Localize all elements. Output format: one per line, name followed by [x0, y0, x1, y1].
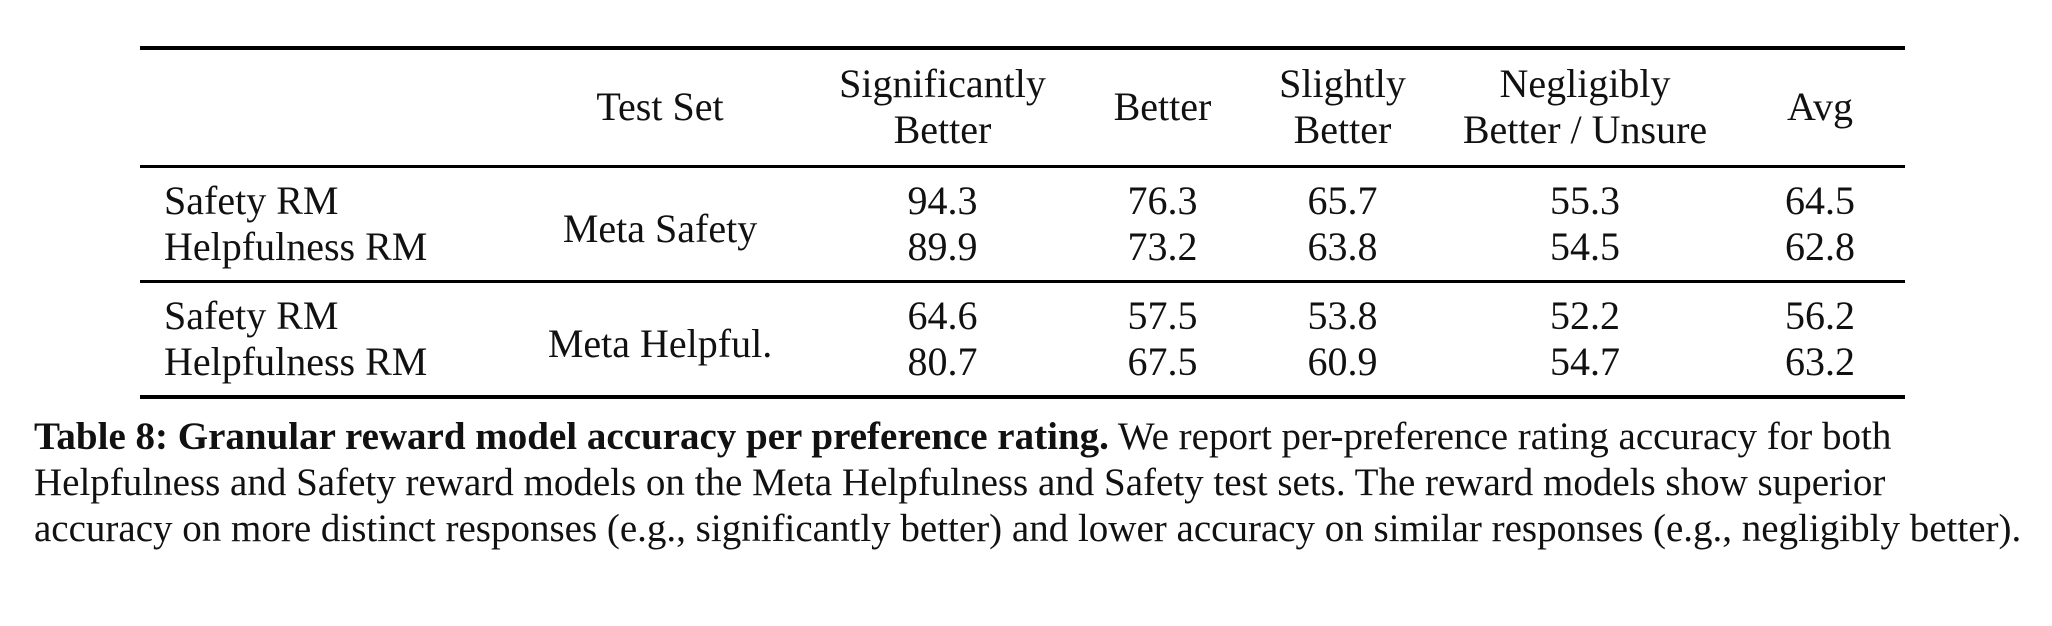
header-negligibly-better-line1: Negligibly [1499, 61, 1671, 107]
cell-negligibly-better: 54.5 [1550, 223, 1620, 269]
cell-negligibly-better: 55.3 [1550, 177, 1620, 223]
header-significantly-better-line2: Better [893, 107, 992, 153]
results-table-container: Test Set Significantly Better Better Sli… [140, 46, 1905, 399]
header-negligibly-better: Negligibly Better / Unsure [1435, 48, 1735, 166]
cell-better: 76.3 [1127, 177, 1198, 223]
row-test-set: Meta Helpful. [547, 320, 773, 366]
results-table: Test Set Significantly Better Better Sli… [140, 46, 1905, 399]
header-slightly-better-line2: Better [1293, 107, 1392, 153]
table-row: Helpfulness RM 80.7 67.5 60.9 54.7 63.2 [140, 339, 1905, 397]
row-model-name: Helpfulness RM [164, 223, 428, 269]
table-row: Safety RM Meta Helpful. 64.6 57.5 53.8 5… [140, 281, 1905, 366]
row-model-name: Safety RM [164, 292, 339, 338]
group-meta-safety: Safety RM Meta Safety 94.3 76.3 65.7 55.… [140, 166, 1905, 281]
cell-negligibly-better: 54.7 [1550, 338, 1620, 384]
cell-significantly-better: 94.3 [907, 177, 978, 223]
caption-text: We report per-preference rating accuracy… [34, 415, 2022, 550]
table-header: Test Set Significantly Better Better Sli… [140, 48, 1905, 166]
header-significantly-better: Significantly Better [810, 48, 1075, 166]
table-row: Safety RM Meta Safety 94.3 76.3 65.7 55.… [140, 166, 1905, 251]
group-meta-helpful: Safety RM Meta Helpful. 64.6 57.5 53.8 5… [140, 281, 1905, 397]
cell-better: 73.2 [1127, 223, 1198, 269]
table-caption: Table 8: Granular reward model accuracy … [34, 414, 2024, 552]
row-model-name: Safety RM [164, 177, 339, 223]
row-test-set: Meta Safety [562, 205, 758, 251]
table-row: Helpfulness RM 89.9 73.2 63.8 54.5 62.8 [140, 224, 1905, 282]
cell-significantly-better: 89.9 [907, 223, 978, 269]
cell-better: 57.5 [1127, 292, 1198, 338]
header-better: Better [1113, 84, 1212, 130]
cell-slightly-better: 63.8 [1307, 223, 1378, 269]
cell-significantly-better: 64.6 [907, 292, 978, 338]
cell-avg: 63.2 [1785, 338, 1855, 384]
header-test-set: Test Set [596, 84, 724, 130]
header-row: Test Set Significantly Better Better Sli… [140, 48, 1905, 166]
header-slightly-better-line1: Slightly [1279, 61, 1406, 107]
cell-significantly-better: 80.7 [907, 338, 978, 384]
cell-negligibly-better: 52.2 [1550, 292, 1620, 338]
cell-avg: 64.5 [1785, 177, 1855, 223]
header-slightly-better: Slightly Better [1250, 48, 1435, 166]
header-model [140, 48, 510, 166]
row-model-name: Helpfulness RM [164, 338, 428, 384]
header-significantly-better-line1: Significantly [839, 61, 1046, 107]
cell-slightly-better: 60.9 [1307, 338, 1378, 384]
cell-better: 67.5 [1127, 338, 1198, 384]
cell-avg: 56.2 [1785, 292, 1855, 338]
header-negligibly-better-line2: Better / Unsure [1462, 107, 1708, 153]
cell-slightly-better: 53.8 [1307, 292, 1378, 338]
caption-label: Table 8: Granular reward model accuracy … [34, 415, 1109, 458]
header-avg: Avg [1787, 84, 1853, 130]
cell-slightly-better: 65.7 [1307, 177, 1378, 223]
cell-avg: 62.8 [1785, 223, 1855, 269]
